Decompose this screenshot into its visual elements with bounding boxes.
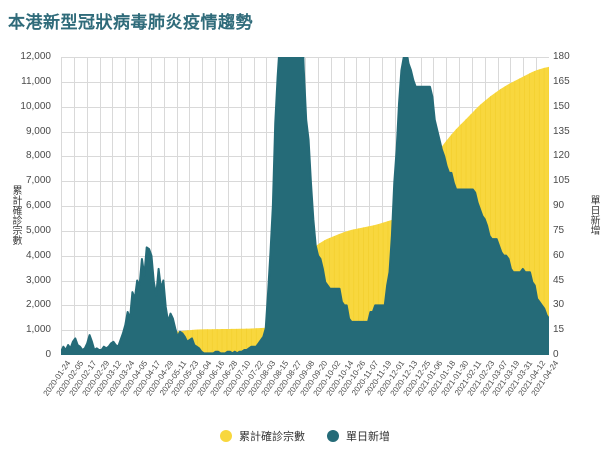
axis-tick-label: 45 [553, 274, 565, 286]
axis-tick-label: 15 [553, 324, 565, 336]
page-title: 本港新型冠狀病毒肺炎疫情趨勢 [8, 13, 253, 32]
axis-tick-label: 180 [553, 51, 570, 62]
plot-area [61, 57, 549, 355]
axis-tick-label: 75 [553, 224, 565, 236]
axis-tick-label: 165 [553, 75, 570, 87]
axis-tick-label: 2,000 [25, 299, 51, 311]
y-axis-left-ticks: 0 1,000 2,000 3,000 4,000 5,000 6,000 7,000 8,00… [0, 52, 56, 360]
axis-tick-label: 30 [553, 299, 565, 311]
legend-item-daily[interactable]: 單日新增 [327, 428, 390, 444]
axis-tick-label: 4,000 [25, 249, 51, 261]
legend-item-cumulative[interactable]: 累計確診宗數 [220, 428, 305, 444]
axis-tick-label: 135 [553, 125, 570, 137]
axis-tick-label: 105 [553, 175, 570, 187]
series-daily-fill [61, 57, 549, 355]
x-axis-ticks: 2020-01-24 2020-02-05 2020-02-17 2020-02-29… [42, 357, 561, 417]
y-axis-right-ticks: 0 15 30 45 60 75 90 105 120 135 150 165 180 [553, 52, 581, 360]
axis-tick-label: 9,000 [25, 125, 51, 137]
axis-tick-label: 120 [553, 150, 570, 162]
legend-swatch-daily-icon [327, 430, 339, 442]
axis-tick-label: 0 [45, 349, 51, 360]
axis-tick-label: 60 [553, 249, 565, 261]
legend-swatch-cumulative-icon [220, 430, 232, 442]
y-axis-right-title: 單日新增 [588, 195, 599, 235]
axis-tick-label: 1,000 [25, 324, 51, 336]
axis-tick-label: 7,000 [25, 175, 51, 187]
chart-legend: 累計確診宗數 單日新增 [0, 428, 610, 444]
axis-tick-label: 6,000 [25, 200, 51, 211]
series-layer [61, 57, 549, 355]
axis-tick-label: 12,000 [20, 51, 51, 62]
series-daily-line [61, 57, 549, 355]
y-axis-left-title: 累計確診宗數 [10, 185, 21, 245]
axis-tick-label: 11,000 [21, 75, 51, 87]
axis-tick-label: 3,000 [25, 274, 51, 286]
legend-label-daily: 單日新增 [346, 431, 390, 443]
axis-tick-label: 5,000 [25, 224, 51, 236]
axis-tick-label: 0 [553, 349, 559, 360]
axis-tick-label: 150 [553, 100, 570, 112]
legend-label-cumulative: 累計確診宗數 [239, 431, 305, 443]
axis-tick-label: 10,000 [20, 100, 51, 112]
axis-tick-label: 90 [553, 200, 565, 211]
axis-tick-label: 8,000 [25, 150, 51, 162]
